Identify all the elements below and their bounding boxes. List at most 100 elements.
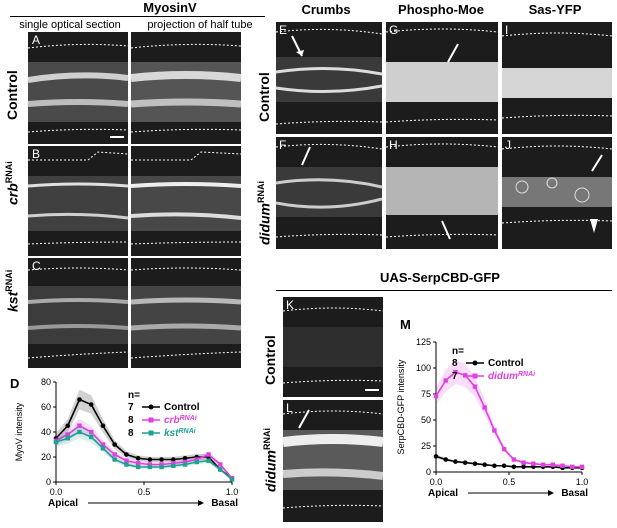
x-label-basal: Basal <box>211 498 238 509</box>
data-point <box>182 462 188 467</box>
panel-label-j: J <box>505 138 511 152</box>
data-point <box>472 461 478 466</box>
legend-marker <box>148 430 154 436</box>
data-point <box>171 463 176 468</box>
tube-image <box>131 43 241 133</box>
tube-image <box>386 28 498 123</box>
y-tick-label: 40 <box>41 427 51 437</box>
data-point <box>124 458 129 463</box>
legend-label: crbRNAi <box>164 415 198 426</box>
legend-label: Control <box>164 402 200 413</box>
tube-image <box>28 43 128 138</box>
crumbs-title: Crumbs <box>301 2 351 17</box>
data-point <box>124 452 129 457</box>
tube-image <box>131 267 241 359</box>
series-line <box>55 431 233 481</box>
data-point <box>511 464 517 470</box>
x-label-apical: Apical <box>428 488 458 499</box>
panel-a-single <box>28 32 128 144</box>
data-point <box>88 402 94 407</box>
col-single-label: single optical section <box>19 19 121 31</box>
legend-n: 8 <box>128 415 134 426</box>
panel-c-projection <box>131 258 241 368</box>
tube-image <box>386 143 498 240</box>
panel-label-b: B <box>32 147 41 161</box>
col-projection-label: projection of half tube <box>147 19 253 31</box>
legend-n: 8 <box>128 428 134 439</box>
x-tick-label: 1.0 <box>226 487 239 497</box>
y-tick-label: 60 <box>41 402 51 412</box>
y-tick-label: 100 <box>416 363 431 373</box>
row-label-didum-right: didumRNAi <box>256 181 273 245</box>
data-point <box>89 429 94 435</box>
x-label-apical: Apical <box>48 498 78 509</box>
series-line <box>435 455 582 469</box>
series-line <box>55 424 233 479</box>
data-point <box>53 439 59 445</box>
panel-label-d: D <box>10 376 20 391</box>
x-label-basal: Basal <box>561 488 588 499</box>
data-point <box>147 462 153 467</box>
data-point <box>579 464 585 469</box>
data-point <box>100 423 106 429</box>
tube-image <box>276 143 382 238</box>
legend-n-header: n= <box>452 346 464 357</box>
tube-image <box>283 307 383 391</box>
panel-label-h: H <box>389 138 398 152</box>
data-point <box>433 393 439 399</box>
tube-image <box>502 145 612 233</box>
data-point <box>135 464 141 470</box>
data-point <box>182 455 188 461</box>
x-tick-label: 0.0 <box>50 487 63 497</box>
panel-j <box>502 137 612 249</box>
panel-a-projection <box>131 32 241 144</box>
tube-image <box>131 151 241 245</box>
chart-d: 0 20 40 60 80 0.0 0.5 1.0 MyoV intensity Apical Ba… <box>14 377 239 509</box>
myosin-title: MyosinV <box>143 0 197 15</box>
legend-n-header: n= <box>128 390 140 401</box>
tube-image <box>276 28 382 125</box>
data-point <box>560 463 565 468</box>
tube-image <box>283 409 383 509</box>
panel-f <box>276 137 382 249</box>
tube-image <box>28 267 128 359</box>
chart-m: 0 25 50 75 100 125 0.0 0.5 1.0 SerpCBD-GFP intens… <box>396 337 589 499</box>
data-point <box>171 457 176 462</box>
series-line <box>435 371 582 468</box>
y-tick-label: 80 <box>41 377 51 387</box>
row-label-control-right: Control <box>256 72 272 122</box>
uas-rule <box>276 290 612 291</box>
data-point <box>65 436 70 441</box>
data-point <box>531 461 536 466</box>
data-point <box>492 428 497 433</box>
data-point <box>77 423 82 428</box>
panel-label-f: F <box>279 138 287 152</box>
tube-image <box>28 151 128 245</box>
data-point <box>482 462 487 468</box>
data-point <box>540 462 546 467</box>
legend-label: kstRNAi <box>164 428 197 439</box>
data-point <box>77 429 82 435</box>
data-point <box>159 464 164 470</box>
data-point <box>171 461 176 466</box>
data-point <box>77 397 82 402</box>
panel-k <box>283 297 383 397</box>
data-point <box>89 434 94 440</box>
y-tick-label: 50 <box>421 415 431 425</box>
data-point <box>182 459 188 465</box>
panel-label-c: C <box>32 259 41 273</box>
data-point <box>218 467 223 472</box>
data-point <box>521 460 526 465</box>
panel-g <box>386 22 498 134</box>
error-band <box>56 426 232 480</box>
error-band <box>436 360 582 468</box>
data-point <box>147 457 153 462</box>
axis-arrowhead <box>548 490 554 496</box>
x-tick-label: 1.0 <box>576 477 589 487</box>
data-point <box>159 457 164 462</box>
data-point <box>433 454 439 459</box>
data-point <box>443 378 448 383</box>
panel-e <box>276 22 382 134</box>
data-point <box>218 462 223 467</box>
tube-image <box>502 32 612 119</box>
